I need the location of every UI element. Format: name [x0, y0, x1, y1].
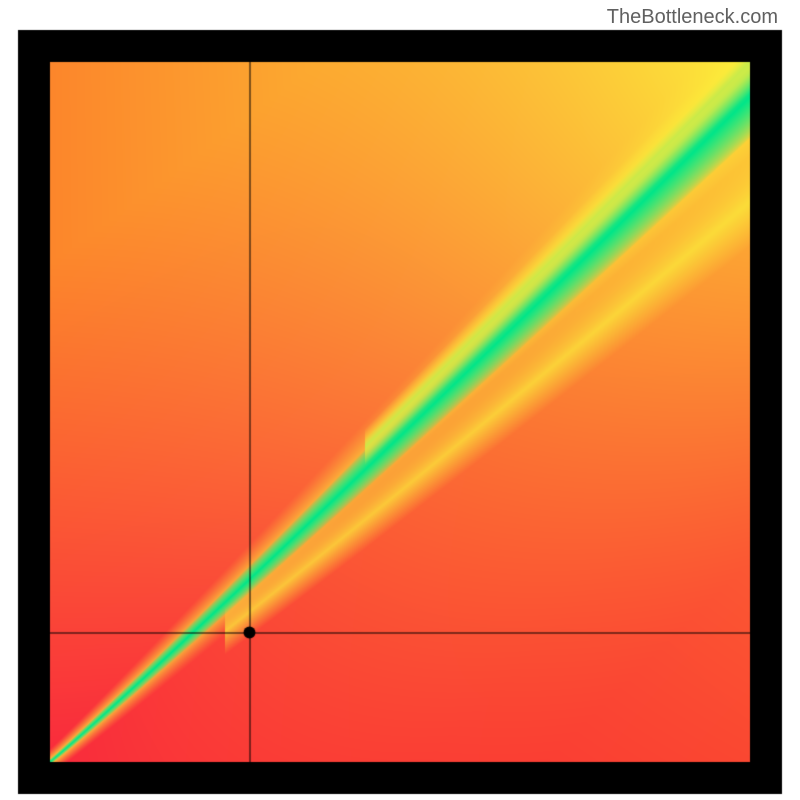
heatmap-canvas: [0, 0, 800, 800]
chart-container: TheBottleneck.com: [0, 0, 800, 800]
watermark-text: TheBottleneck.com: [607, 6, 778, 29]
